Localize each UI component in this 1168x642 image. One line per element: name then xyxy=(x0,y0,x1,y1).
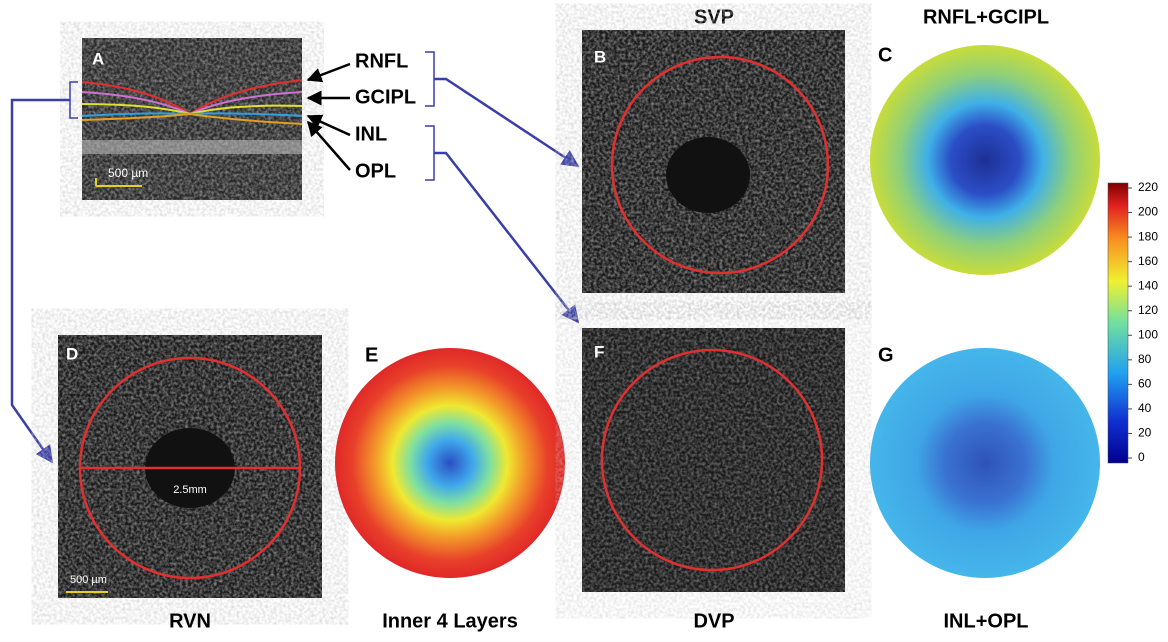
tick-label: 100 xyxy=(1138,327,1158,341)
arrow xyxy=(308,64,350,80)
panel-letter: A xyxy=(92,49,104,68)
tick-label: 180 xyxy=(1138,229,1158,243)
panel-letter: E xyxy=(365,344,378,366)
layer-label: RNFL xyxy=(355,50,408,72)
panel-title: RVN xyxy=(169,610,211,632)
thickness-map xyxy=(870,348,1100,578)
bracket xyxy=(70,82,78,118)
bracket xyxy=(425,126,434,180)
tick-label: 0 xyxy=(1138,450,1145,464)
panel-g: G INL+OPL xyxy=(870,344,1100,632)
tick-label: 200 xyxy=(1138,205,1158,219)
panel-title: SVP xyxy=(694,6,734,28)
layer-label: GCIPL xyxy=(355,86,416,108)
fovea xyxy=(666,137,750,213)
tick-label: 160 xyxy=(1138,254,1158,268)
tick-label: 140 xyxy=(1138,278,1158,292)
panel-title: DVP xyxy=(693,610,734,632)
panel-f: F DVP xyxy=(582,328,845,632)
tick-label: 40 xyxy=(1138,401,1152,415)
panel-letter: F xyxy=(594,342,604,361)
panel-title: Inner 4 Layers xyxy=(382,610,518,632)
scale-label: 500 µm xyxy=(70,574,107,586)
tick-label: 80 xyxy=(1138,352,1152,366)
diameter-label: 2.5mm xyxy=(173,484,207,496)
rpe-band xyxy=(82,140,302,154)
panel-title: RNFL+GCIPL xyxy=(923,6,1049,28)
panel-c: RNFL+GCIPL C xyxy=(870,6,1100,275)
panel-title: INL+OPL xyxy=(943,610,1028,632)
angiogram-texture xyxy=(582,328,845,592)
panel-e: E Inner 4 Layers xyxy=(335,344,565,632)
layer-label: OPL xyxy=(355,160,396,182)
panel-letter: C xyxy=(878,44,892,66)
tick-label: 120 xyxy=(1138,303,1158,317)
thickness-map xyxy=(335,348,565,578)
scale-label: 500 µm xyxy=(108,166,148,180)
panel-a: A 500 µm xyxy=(82,38,302,200)
arrow xyxy=(308,116,350,135)
tick-label: 20 xyxy=(1138,426,1152,440)
panel-letter: D xyxy=(66,344,78,363)
colorbar: 0 20 40 60 80 100 120 140 160 180 200 220 xyxy=(1108,180,1158,464)
panel-d: 2.5mm D 500 µm RVN xyxy=(58,335,322,632)
bracket xyxy=(425,52,434,106)
connector xyxy=(434,79,578,166)
panel-letter: B xyxy=(594,47,606,66)
thickness-map xyxy=(870,45,1100,275)
tick-label: 60 xyxy=(1138,377,1152,391)
panel-letter: G xyxy=(878,344,894,366)
panel-b: SVP B xyxy=(582,6,845,293)
layer-label: INL xyxy=(355,123,387,145)
connector xyxy=(434,153,578,322)
colorbar-scale xyxy=(1108,183,1128,463)
figure: A 500 µm RNFL GCIPL INL OPL SVP B RNFL+G… xyxy=(0,0,1168,637)
arrow xyxy=(308,122,350,170)
tick-label: 220 xyxy=(1138,180,1158,194)
